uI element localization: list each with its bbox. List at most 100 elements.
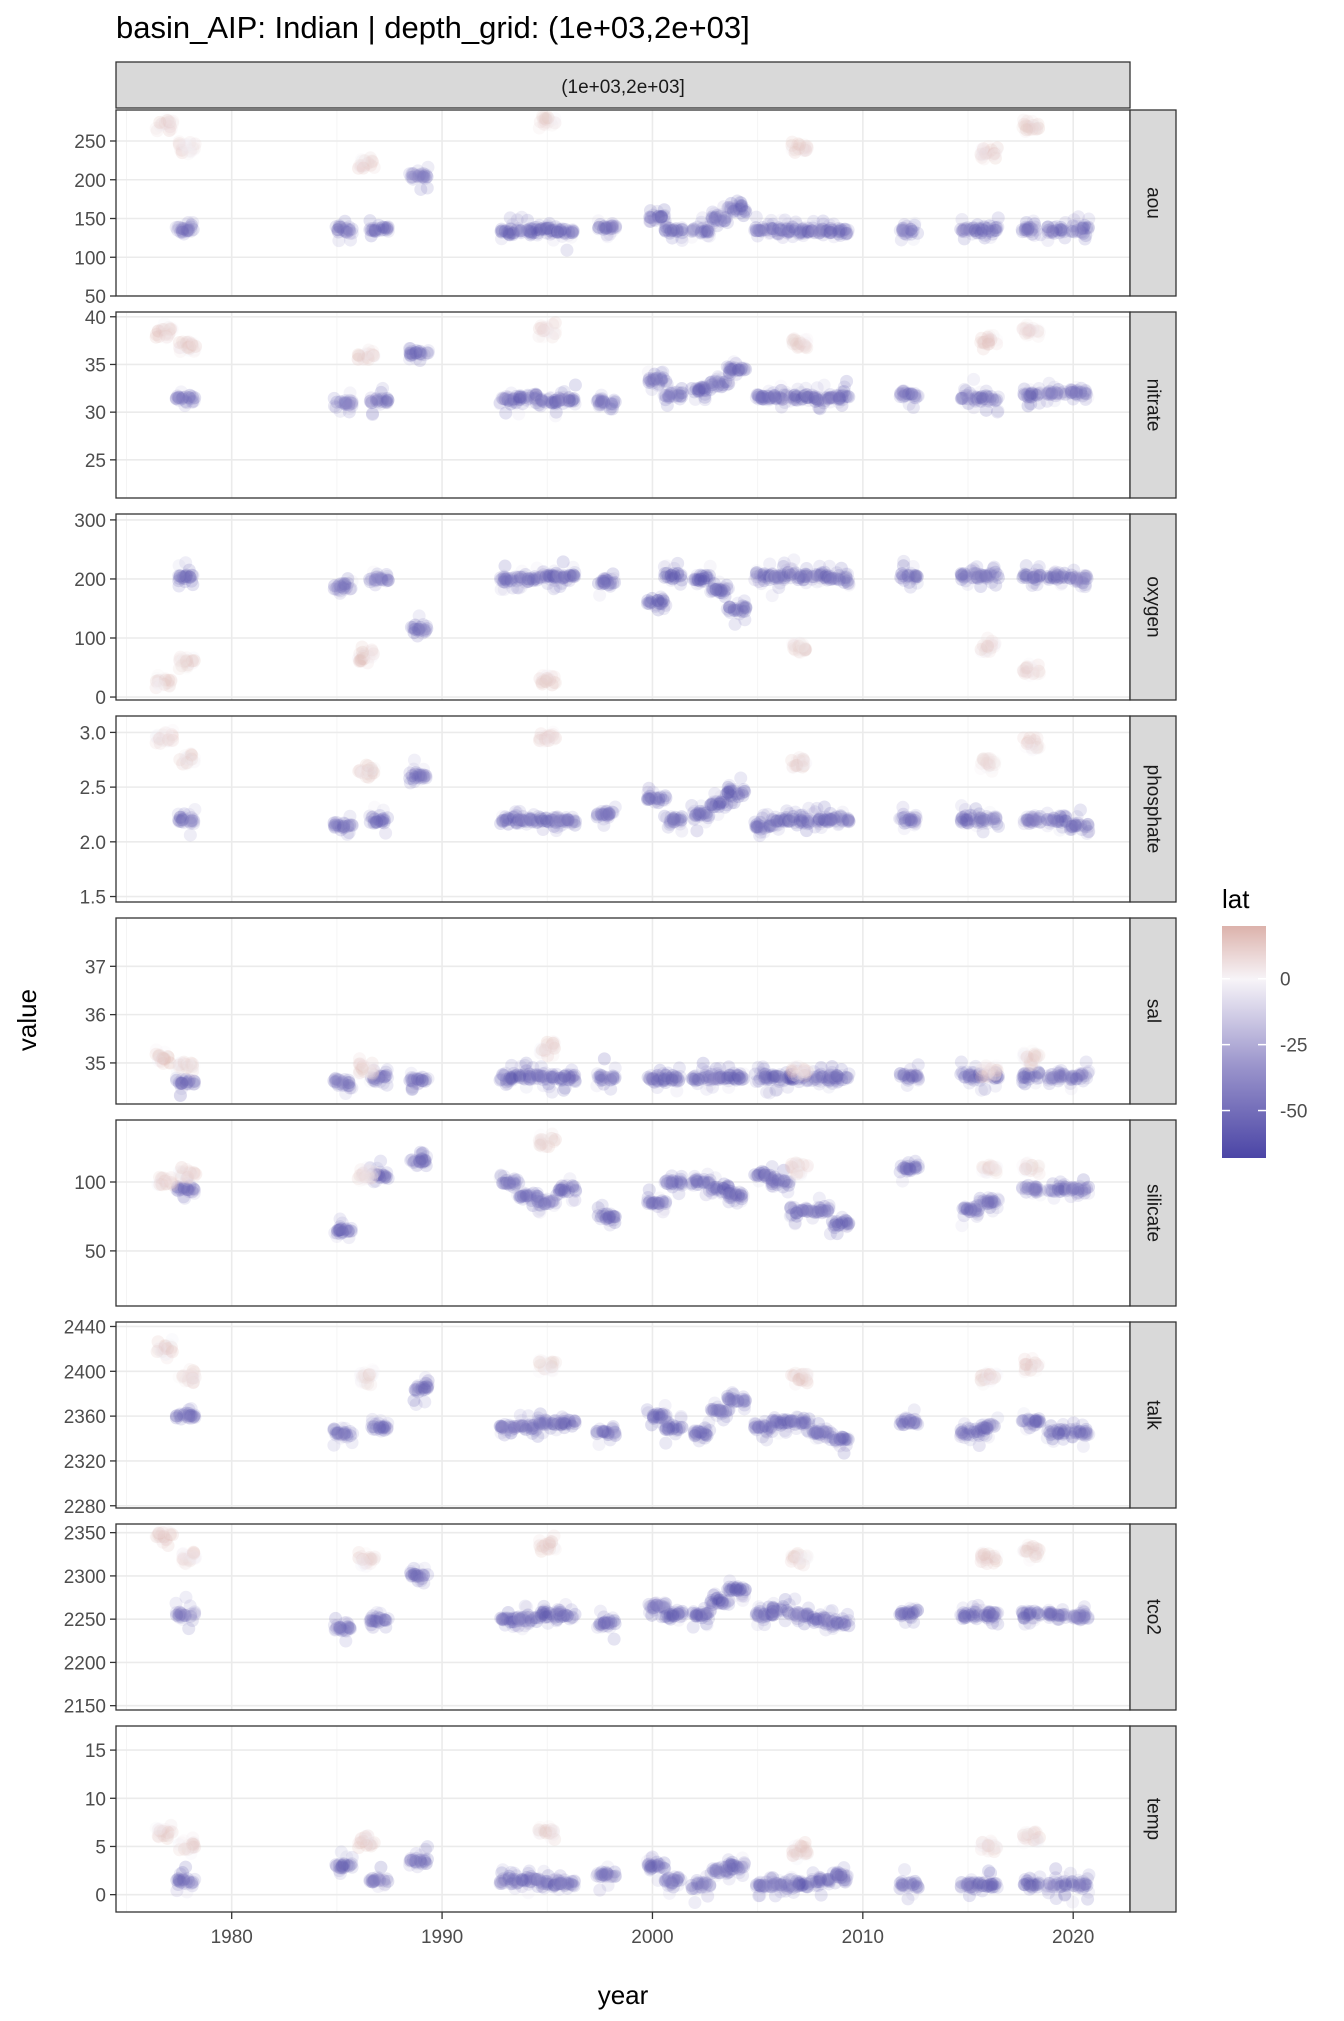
data-point	[359, 1172, 372, 1185]
panel-strip-label: nitrate	[1143, 379, 1164, 432]
data-point	[981, 394, 994, 407]
data-point	[728, 602, 741, 615]
data-point	[378, 221, 391, 234]
data-point	[419, 624, 432, 637]
data-point	[981, 640, 994, 653]
data-point	[967, 373, 980, 386]
data-point	[156, 1052, 169, 1065]
data-point	[729, 618, 742, 631]
data-point	[766, 391, 779, 404]
y-tick-label: 150	[74, 210, 106, 231]
y-tick-label: 50	[85, 287, 106, 308]
data-point	[828, 573, 841, 586]
data-point	[180, 1163, 193, 1176]
data-point	[597, 576, 610, 589]
y-tick-label: 50	[85, 1242, 106, 1263]
data-point	[1027, 572, 1040, 585]
data-point	[669, 1070, 682, 1083]
data-point	[498, 560, 511, 573]
y-tick-label: 1.5	[80, 888, 106, 909]
data-point	[769, 815, 782, 828]
data-point	[643, 793, 656, 806]
data-point	[1023, 817, 1036, 830]
data-point	[341, 820, 354, 833]
data-point	[806, 570, 819, 583]
data-point	[1032, 330, 1045, 343]
data-point	[975, 569, 988, 582]
data-point	[690, 824, 703, 837]
data-point	[415, 1152, 428, 1165]
y-tick-label: 300	[74, 511, 106, 532]
data-point	[539, 571, 552, 584]
data-point	[1052, 566, 1065, 579]
data-point	[787, 553, 800, 566]
data-point	[1016, 121, 1029, 134]
data-point	[974, 148, 987, 161]
data-point	[508, 1174, 521, 1187]
data-point	[657, 594, 670, 607]
y-tick-label: 3.0	[80, 723, 106, 744]
data-point	[569, 379, 582, 392]
data-point	[328, 820, 341, 833]
data-point	[187, 337, 200, 350]
data-point	[841, 815, 854, 828]
y-tick-label: 200	[74, 570, 106, 591]
data-point	[566, 223, 579, 236]
data-point	[986, 1160, 999, 1173]
y-tick-label: 40	[85, 308, 106, 329]
data-point	[793, 224, 806, 237]
data-point	[184, 829, 197, 842]
y-tick-label: 35	[85, 355, 106, 376]
chart-title: basin_AIP: Indian | depth_grid: (1e+03,2…	[116, 10, 750, 45]
panels-layer: 50100150200250aou25303540nitrate01002003…	[64, 108, 1179, 1912]
data-point	[559, 1184, 572, 1197]
data-point	[672, 1178, 685, 1191]
data-point	[981, 331, 994, 344]
data-point	[562, 814, 575, 827]
data-point	[789, 334, 802, 347]
data-point	[693, 809, 706, 822]
data-point	[372, 396, 385, 409]
data-point	[543, 1197, 556, 1210]
data-point	[1074, 803, 1087, 816]
data-point	[988, 149, 1001, 162]
data-point	[975, 1070, 988, 1083]
data-point	[421, 346, 434, 359]
data-point	[361, 1161, 374, 1174]
y-tick-label: 200	[74, 171, 106, 192]
data-point	[409, 347, 422, 360]
panel-background	[116, 110, 1130, 296]
data-point	[381, 811, 394, 824]
data-point	[188, 755, 201, 768]
data-point	[643, 1183, 656, 1196]
y-tick-label: 100	[74, 248, 106, 269]
data-point	[553, 224, 566, 237]
data-point	[176, 226, 189, 239]
data-point	[894, 390, 907, 403]
data-point	[592, 394, 605, 407]
data-point	[514, 224, 527, 237]
data-point	[792, 1168, 805, 1181]
data-point	[1079, 820, 1092, 833]
data-point	[548, 676, 561, 689]
data-point	[177, 816, 190, 829]
data-point	[405, 621, 418, 634]
data-point	[361, 347, 374, 360]
data-point	[560, 244, 573, 257]
data-point	[595, 1069, 608, 1082]
data-point	[159, 331, 172, 344]
data-point	[356, 1057, 369, 1070]
data-point	[546, 730, 559, 743]
data-point	[834, 390, 847, 403]
data-point	[904, 1164, 917, 1177]
data-point	[831, 1069, 844, 1082]
y-tick-label: 35	[85, 1054, 106, 1075]
data-point	[600, 1212, 613, 1225]
data-point	[417, 1074, 430, 1087]
data-point	[535, 815, 548, 828]
data-point	[1046, 1184, 1059, 1197]
panel-strip-label: aou	[1143, 187, 1164, 219]
